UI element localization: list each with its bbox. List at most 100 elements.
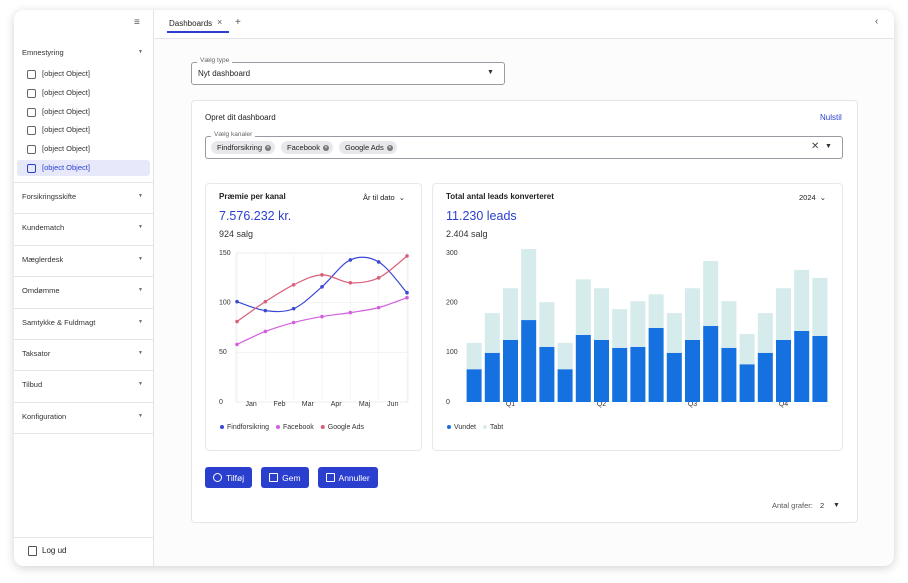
caret: ▼	[825, 143, 832, 150]
point	[235, 319, 239, 324]
headline: 11.230 leads	[446, 209, 517, 223]
x-tick-label: Jan	[246, 401, 257, 408]
legend-label: Facebook	[283, 424, 314, 431]
point	[405, 254, 409, 258]
nav-item[interactable]: [object Object]	[42, 125, 90, 135]
chips: Findforsikring × Facebook × Google Ads ×	[211, 141, 397, 154]
chart-count-value[interactable]: 2	[820, 501, 825, 510]
separator	[14, 370, 153, 372]
button-icon	[213, 473, 222, 482]
section-header[interactable]: Konfiguration	[22, 411, 67, 421]
point	[348, 281, 353, 285]
nav-item[interactable]: [object Object]	[42, 69, 90, 78]
bar-segment	[521, 249, 537, 321]
bar-segment	[812, 277, 828, 336]
bar-segment	[484, 352, 500, 402]
section-header[interactable]: Forsikringsskifte	[22, 192, 77, 201]
separator	[14, 339, 153, 340]
nav-icon	[27, 164, 36, 173]
legend-dot	[482, 425, 487, 429]
point	[405, 290, 409, 295]
bar-segment	[539, 346, 555, 402]
section-header[interactable]: Kundematch	[22, 223, 65, 233]
bar-segment	[739, 364, 755, 402]
tab[interactable]: Dashboards	[169, 19, 213, 28]
new-tab[interactable]: +	[235, 17, 241, 28]
section-header[interactable]: Mæglerdesk	[22, 254, 64, 264]
section-header[interactable]: Tilbud	[22, 380, 43, 390]
caret: ▼	[138, 412, 143, 419]
caret: ▼	[138, 287, 143, 294]
x-tick-label: Jun	[387, 401, 398, 408]
button[interactable]: Tilføj	[205, 467, 253, 488]
period: 2024	[799, 193, 816, 202]
bar-segment	[703, 260, 719, 327]
logout-icon[interactable]	[28, 546, 37, 556]
caret: ▼	[833, 502, 840, 509]
bar-segment	[612, 309, 628, 348]
section-header[interactable]: Emnestyring	[22, 48, 64, 57]
legend-dot	[276, 425, 281, 429]
chip[interactable]: Google Ads ×	[338, 141, 397, 154]
period-select[interactable]: År til dato ⌄	[351, 193, 405, 202]
point	[320, 314, 324, 319]
active-highlight	[17, 160, 150, 176]
nav-icon	[27, 70, 36, 79]
caret: ⌄	[819, 193, 826, 202]
nav-item[interactable]: [object Object]	[42, 144, 90, 154]
period-select[interactable]: 2024 ⌄	[772, 193, 826, 202]
caret: ▼	[138, 224, 143, 231]
bar-segment	[521, 320, 537, 402]
y-tick-label: 100	[219, 300, 231, 307]
type-select[interactable]	[191, 62, 505, 85]
tab-close[interactable]: ×	[217, 17, 223, 27]
nav-item[interactable]: [object Object]	[42, 106, 90, 116]
section-header[interactable]: Taksator	[22, 349, 51, 358]
x-tick-label: Mar	[302, 401, 315, 408]
nav-icon	[27, 126, 36, 136]
button[interactable]: Gem	[261, 467, 309, 488]
chip-label: Google Ads	[344, 143, 384, 152]
y-tick-label: 0	[219, 399, 223, 406]
bar-segment	[776, 339, 791, 402]
point	[376, 260, 381, 264]
section-header[interactable]: Samtykke & Fuldmagt	[22, 317, 96, 327]
chip-remove[interactable]: ×	[386, 144, 393, 151]
bar-segment	[503, 288, 518, 340]
point	[376, 276, 381, 280]
caret: ▼	[138, 318, 143, 325]
section-header[interactable]: Omdømme	[22, 286, 60, 296]
reset-link[interactable]: Nulstil	[820, 113, 842, 122]
chip-remove[interactable]: ×	[322, 144, 329, 151]
subheadline: 924 salg	[219, 229, 254, 239]
clear-icon[interactable]: ✕	[811, 141, 820, 152]
bar-segment	[539, 302, 555, 347]
chip[interactable]: Facebook ×	[281, 141, 333, 154]
bar-segment	[648, 327, 664, 402]
bar-segment	[666, 313, 682, 353]
chip[interactable]: Findforsikring ×	[211, 141, 276, 154]
collapse-icon[interactable]: ≡	[134, 17, 140, 28]
bar-segment	[594, 288, 609, 340]
separator	[14, 401, 153, 403]
bar-segment	[503, 339, 518, 402]
logout[interactable]: Log ud	[42, 546, 67, 555]
select-label: Vælg type	[197, 57, 233, 64]
chip-remove[interactable]: ×	[265, 144, 272, 151]
tab-underline	[167, 31, 229, 33]
separator	[14, 244, 153, 246]
nav-item[interactable]: [object Object]	[42, 87, 90, 97]
back-icon[interactable]: ‹	[875, 16, 879, 27]
point	[291, 306, 296, 311]
point	[291, 320, 296, 325]
button[interactable]: Annuller	[317, 467, 378, 488]
bar-segment	[575, 279, 591, 335]
bar-segment	[466, 342, 482, 370]
bar-segment	[612, 347, 628, 402]
bar-segment	[630, 301, 646, 347]
nav-item[interactable]: [object Object]	[42, 163, 90, 172]
chart-card	[205, 183, 422, 451]
bar-segment	[757, 352, 773, 402]
point	[348, 258, 353, 262]
